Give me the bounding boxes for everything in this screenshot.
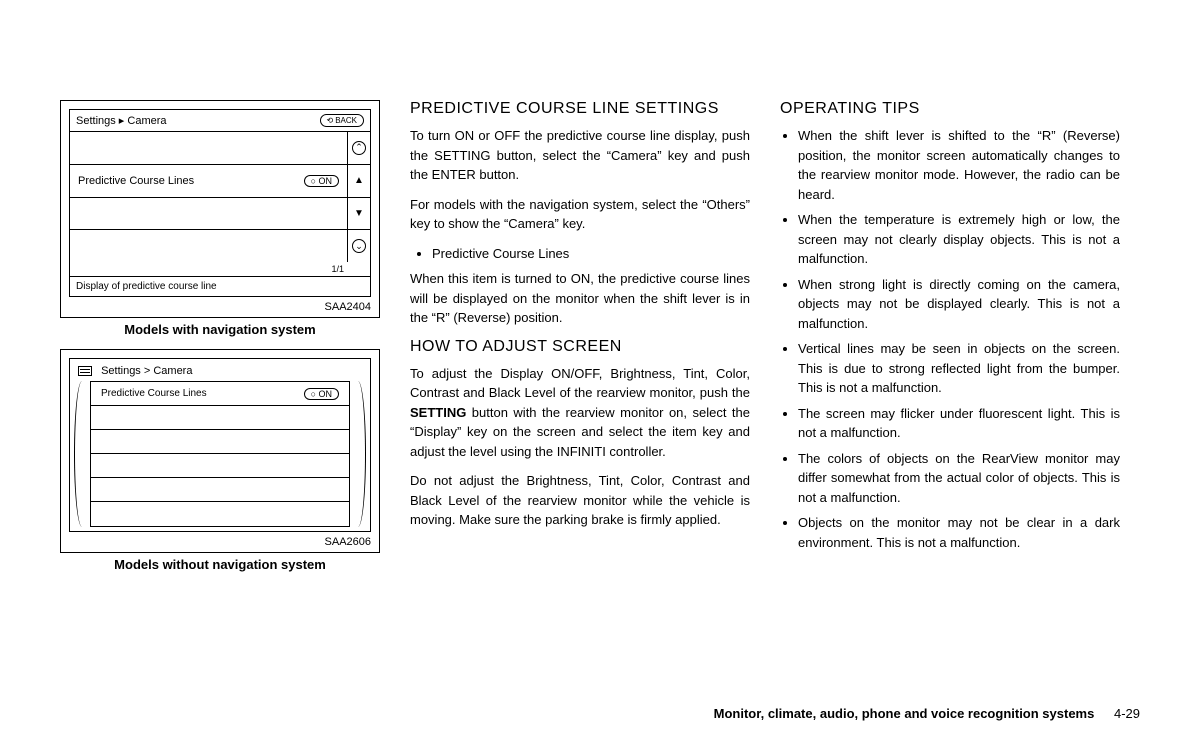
scroll-bottom-button[interactable]: ⌄ [348, 230, 370, 262]
list-row-empty [91, 502, 349, 526]
center-column: PREDICTIVE COURSE LINE SETTINGS To turn … [410, 100, 750, 584]
figure-1-body: Predictive Course Lines ON ⌃ ▲ ▼ ⌄ [70, 132, 370, 262]
figure-1: Settings ▸ Camera ⟲ BACK Predictive Cour… [60, 100, 380, 318]
figure-2: Settings > Camera Predictive Course Line… [60, 349, 380, 553]
chevron-down-icon: ⌄ [352, 239, 366, 253]
row-label: Predictive Course Lines [78, 175, 194, 187]
back-label: BACK [335, 116, 357, 125]
triangle-up-icon: ▲ [354, 175, 364, 186]
figures-column: Settings ▸ Camera ⟲ BACK Predictive Cour… [60, 100, 380, 584]
paragraph: Do not adjust the Brightness, Tint, Colo… [410, 471, 750, 530]
menu-icon [78, 366, 92, 376]
figure-2-list: Predictive Course Lines ON [90, 381, 350, 527]
paragraph: When this item is turned to ON, the pred… [410, 269, 750, 328]
figure-1-breadcrumb: Settings ▸ Camera [76, 114, 167, 127]
heading-tips: OPERATING TIPS [780, 100, 1120, 118]
bullet-item: The colors of objects on the RearView mo… [798, 449, 1120, 508]
figure-2-code: SAA2606 [69, 536, 371, 548]
bullet-item: When strong light is directly coming on … [798, 275, 1120, 334]
list-row-predictive[interactable]: Predictive Course Lines ON [91, 382, 349, 406]
figure-1-code: SAA2404 [69, 301, 371, 313]
triangle-down-icon: ▼ [354, 208, 364, 219]
on-toggle[interactable]: ON [304, 175, 339, 187]
list-row-empty [91, 430, 349, 454]
scroll-buttons: ⌃ ▲ ▼ ⌄ [348, 132, 370, 262]
back-arrow-icon: ⟲ [327, 116, 334, 125]
curve-right-decoration [350, 381, 366, 527]
list-row-empty [91, 406, 349, 430]
figure-2-body: Predictive Course Lines ON [70, 381, 370, 527]
figure-1-footer: Display of predictive course line [70, 276, 370, 296]
figure-1-list: Predictive Course Lines ON [70, 132, 348, 262]
page-layout: Settings ▸ Camera ⟲ BACK Predictive Cour… [60, 100, 1140, 584]
tips-list: When the shift lever is shifted to the “… [780, 126, 1120, 552]
list-row-empty [70, 132, 347, 165]
chevron-up-icon: ⌃ [352, 141, 366, 155]
scroll-down-button[interactable]: ▼ [348, 198, 370, 231]
chapter-title: Monitor, climate, audio, phone and voice… [714, 706, 1095, 721]
sub-bullet-list: Predictive Course Lines [410, 244, 750, 264]
row-label: Predictive Course Lines [101, 388, 207, 399]
figure-2-caption: Models without navigation system [60, 557, 380, 572]
page-number: 4-29 [1114, 706, 1140, 721]
bullet-item: The screen may flicker under fluorescent… [798, 404, 1120, 443]
paragraph: To adjust the Display ON/OFF, Brightness… [410, 364, 750, 462]
figure-2-screen: Settings > Camera Predictive Course Line… [69, 358, 371, 532]
bullet-item: When the temperature is extremely high o… [798, 210, 1120, 269]
scroll-top-button[interactable]: ⌃ [348, 132, 370, 165]
heading-predictive: PREDICTIVE COURSE LINE SETTINGS [410, 100, 750, 118]
bullet-item: Objects on the monitor may not be clear … [798, 513, 1120, 552]
heading-adjust: HOW TO ADJUST SCREEN [410, 338, 750, 356]
curve-left-decoration [74, 381, 90, 527]
list-row-empty [70, 198, 347, 231]
figure-2-header: Settings > Camera [70, 359, 370, 381]
bullet-item: Vertical lines may be seen in objects on… [798, 339, 1120, 398]
scroll-up-button[interactable]: ▲ [348, 165, 370, 198]
paragraph: For models with the navigation system, s… [410, 195, 750, 234]
text-span: To adjust the Display ON/OFF, Brightness… [410, 366, 750, 401]
figure-1-header: Settings ▸ Camera ⟲ BACK [70, 110, 370, 132]
list-row-empty [70, 230, 347, 262]
page-indicator: 1/1 [70, 262, 370, 276]
list-row-empty [91, 478, 349, 502]
bullet-item: When the shift lever is shifted to the “… [798, 126, 1120, 204]
bold-setting: SETTING [410, 405, 466, 420]
figure-2-breadcrumb: Settings > Camera [101, 365, 192, 377]
page-footer: Monitor, climate, audio, phone and voice… [714, 706, 1140, 721]
paragraph: To turn ON or OFF the predictive course … [410, 126, 750, 185]
bullet-item: Predictive Course Lines [432, 244, 750, 264]
figure-1-screen: Settings ▸ Camera ⟲ BACK Predictive Cour… [69, 109, 371, 297]
right-column: OPERATING TIPS When the shift lever is s… [780, 100, 1120, 584]
list-row-predictive[interactable]: Predictive Course Lines ON [70, 165, 347, 198]
figure-1-caption: Models with navigation system [60, 322, 380, 337]
list-row-empty [91, 454, 349, 478]
on-toggle[interactable]: ON [304, 388, 339, 400]
back-button[interactable]: ⟲ BACK [320, 114, 365, 127]
